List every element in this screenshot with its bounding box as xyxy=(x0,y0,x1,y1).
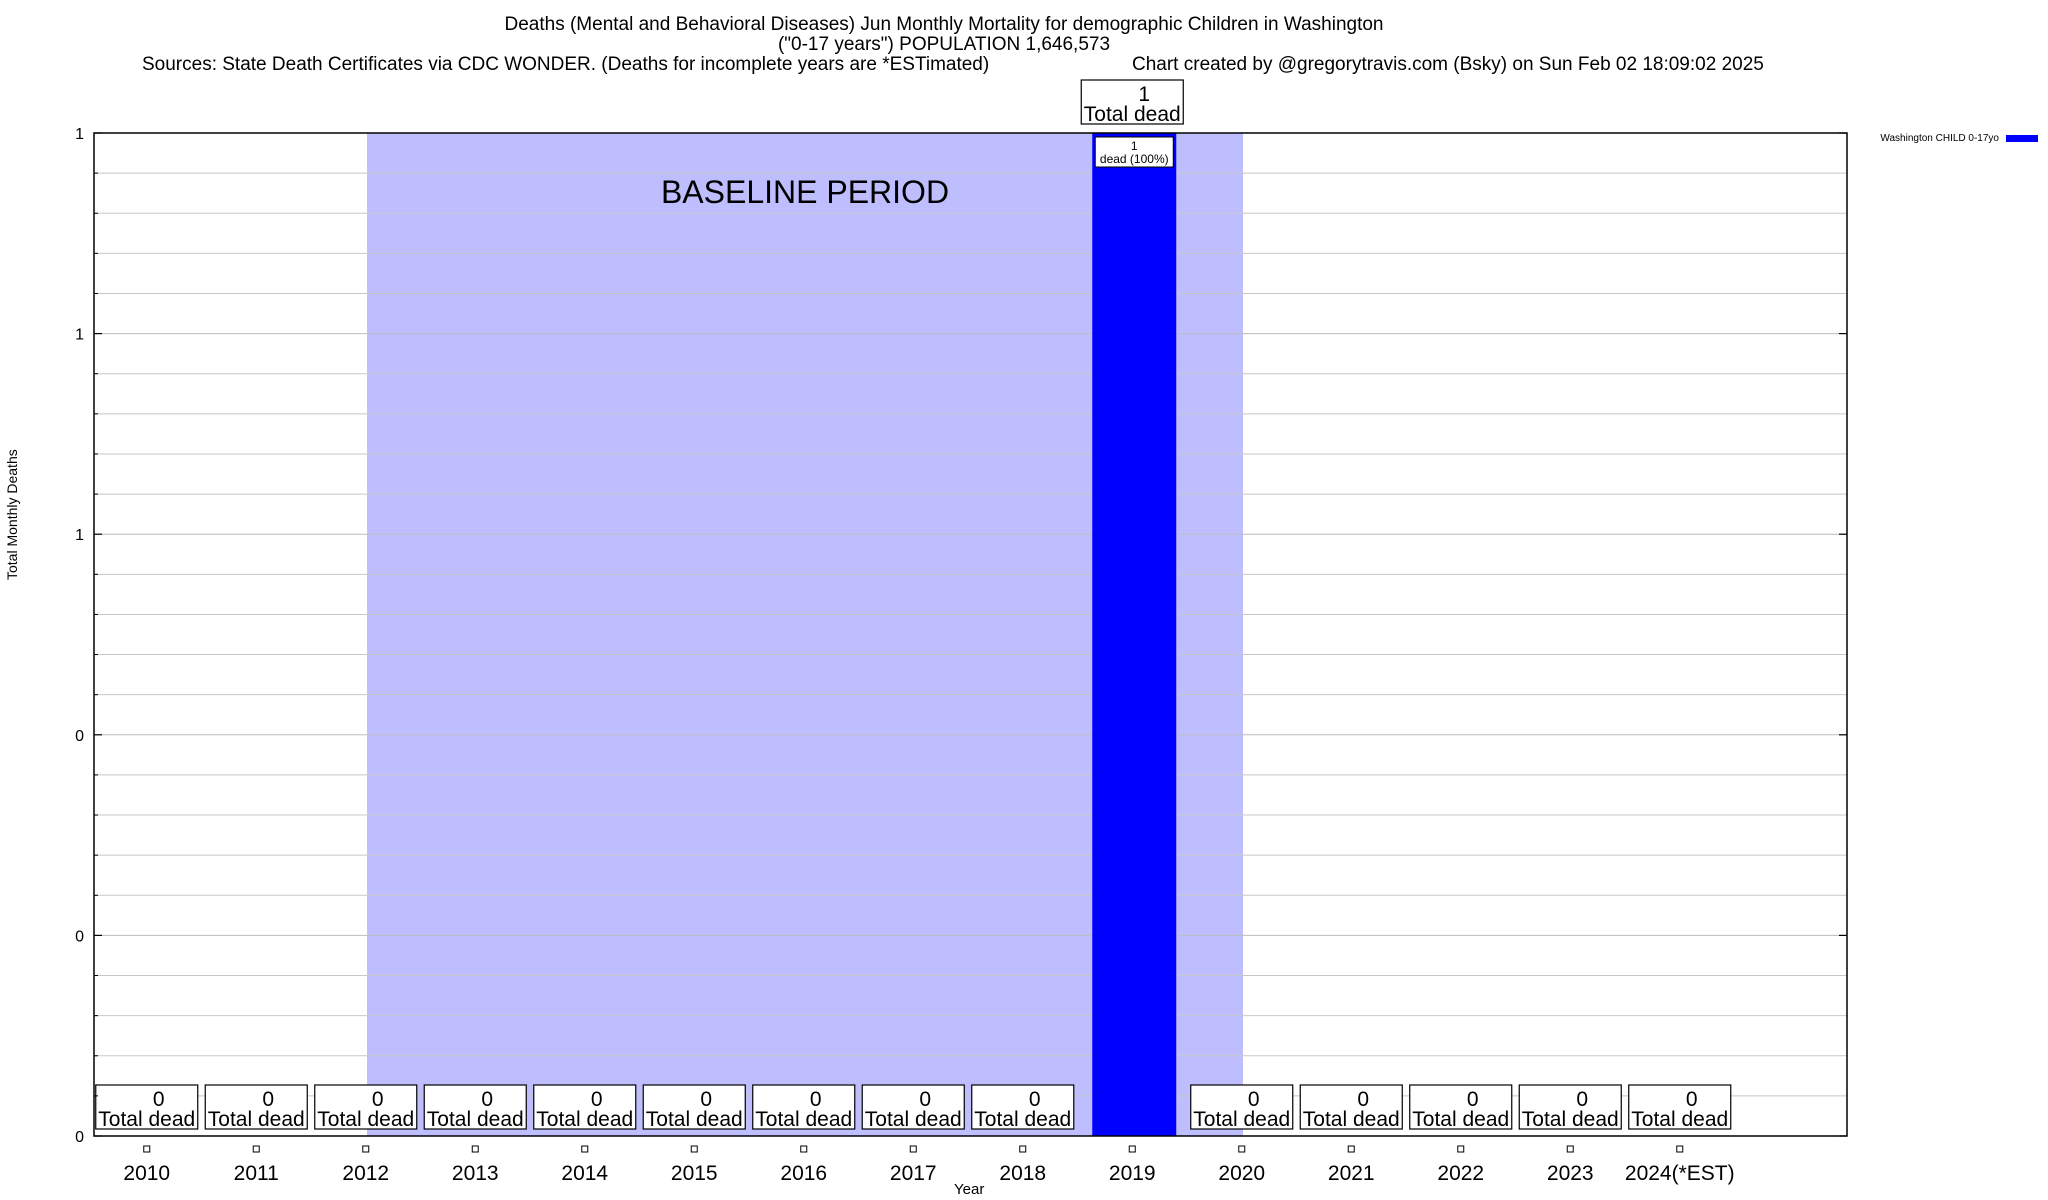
x-tick-label-2016: 2016 xyxy=(780,1162,827,1185)
total-label-text-2012: Total dead xyxy=(317,1108,414,1131)
total-label-count-2013: 0 xyxy=(481,1088,493,1111)
total-label-count-2016: 0 xyxy=(810,1088,822,1111)
total-label-count-2020: 0 xyxy=(1248,1088,1260,1111)
x-tick-label-2020: 2020 xyxy=(1218,1162,1265,1185)
x-marker-2013 xyxy=(471,1145,479,1153)
total-label-text-2020: Total dead xyxy=(1193,1108,1290,1131)
total-label-text-2024(*EST): Total dead xyxy=(1631,1108,1728,1131)
chart-title-line2: ("0-17 years") POPULATION 1,646,573 xyxy=(777,34,1111,55)
total-label-box-2020 xyxy=(1190,1084,1294,1130)
total-label-count-2022: 0 xyxy=(1467,1088,1479,1111)
total-label-text-2016: Total dead xyxy=(755,1108,852,1131)
y-tick-label: 1 xyxy=(75,327,84,344)
y-tick-label: 0 xyxy=(75,728,84,745)
x-marker-2010 xyxy=(143,1145,151,1153)
total-label-count-2014: 0 xyxy=(591,1088,603,1111)
total-label-box-2024(*EST) xyxy=(1628,1084,1732,1130)
y-tick-label: 1 xyxy=(75,126,84,143)
x-marker-2022 xyxy=(1457,1145,1465,1153)
x-marker-2015 xyxy=(690,1145,698,1153)
total-label-box-2017 xyxy=(861,1084,965,1130)
total-label-count-2015: 0 xyxy=(700,1088,712,1111)
x-marker-2019 xyxy=(1128,1145,1136,1153)
total-label-box-2015 xyxy=(642,1084,746,1130)
total-label-count-2021: 0 xyxy=(1357,1088,1369,1111)
x-tick-label-2022: 2022 xyxy=(1437,1162,1484,1185)
y-axis-label: Total Monthly Deaths xyxy=(4,449,20,580)
chart-title-line1: Deaths (Mental and Behavioral Diseases) … xyxy=(504,14,1384,35)
x-tick-label-2018: 2018 xyxy=(999,1162,1046,1185)
total-label-count-2018: 0 xyxy=(1029,1088,1041,1111)
x-marker-2024(*EST) xyxy=(1676,1145,1684,1153)
total-label-box-2016 xyxy=(752,1084,856,1130)
total-label-text-2022: Total dead xyxy=(1412,1108,1509,1131)
x-tick-label-2017: 2017 xyxy=(890,1162,937,1185)
chart-sources: Sources: State Death Certificates via CD… xyxy=(142,54,990,75)
legend-swatch xyxy=(2006,135,2038,142)
x-tick-label-2010: 2010 xyxy=(123,1162,170,1185)
total-label-text-2013: Total dead xyxy=(427,1108,524,1131)
total-label-box-2011 xyxy=(204,1084,308,1130)
total-label-text-2017: Total dead xyxy=(865,1108,962,1131)
x-axis-label: Year xyxy=(954,1181,985,1198)
total-label-text-2023: Total dead xyxy=(1522,1108,1619,1131)
total-label-count-2024(*EST): 0 xyxy=(1686,1088,1698,1111)
x-marker-2012 xyxy=(362,1145,370,1153)
x-marker-2011 xyxy=(252,1145,260,1153)
x-tick-label-2019: 2019 xyxy=(1109,1162,1156,1185)
total-label-text-2019: Total dead xyxy=(1084,103,1181,126)
total-label-text-2010: Total dead xyxy=(98,1108,195,1131)
y-tick-label: 0 xyxy=(75,1129,84,1146)
total-label-box-2021 xyxy=(1299,1084,1403,1130)
total-label-text-2018: Total dead xyxy=(974,1108,1071,1131)
total-label-count-2017: 0 xyxy=(919,1088,931,1111)
y-tick-label: 0 xyxy=(75,928,84,945)
y-tick-label: 1 xyxy=(75,527,84,544)
bar-label-box xyxy=(1094,136,1174,168)
x-marker-2014 xyxy=(581,1145,589,1153)
total-label-count-2023: 0 xyxy=(1576,1088,1588,1111)
total-label-text-2011: Total dead xyxy=(208,1108,305,1131)
total-label-count-2012: 0 xyxy=(372,1088,384,1111)
bar-2019 xyxy=(1092,133,1177,1136)
total-label-count-2019: 1 xyxy=(1138,83,1150,106)
x-marker-2020 xyxy=(1238,1145,1246,1153)
x-marker-2021 xyxy=(1347,1145,1355,1153)
plot-frame xyxy=(93,132,1848,1137)
bar-label-percent: dead (100%) xyxy=(1100,152,1169,166)
total-label-box-2014 xyxy=(533,1084,637,1130)
total-label-box-2023 xyxy=(1518,1084,1622,1130)
total-label-box-2018 xyxy=(971,1084,1075,1130)
x-tick-label-2023: 2023 xyxy=(1547,1162,1594,1185)
x-marker-2018 xyxy=(1019,1145,1027,1153)
x-tick-label-2013: 2013 xyxy=(452,1162,499,1185)
total-label-text-2015: Total dead xyxy=(646,1108,743,1131)
total-label-box-2019 xyxy=(1080,79,1184,125)
x-tick-label-2011: 2011 xyxy=(234,1162,279,1185)
total-label-box-2013 xyxy=(423,1084,527,1130)
total-label-box-2012 xyxy=(314,1084,418,1130)
total-label-box-2010 xyxy=(95,1084,199,1130)
total-label-count-2010: 0 xyxy=(153,1088,165,1111)
x-marker-2016 xyxy=(800,1145,808,1153)
total-label-text-2021: Total dead xyxy=(1303,1108,1400,1131)
bar-label-count: 1 xyxy=(1131,139,1138,153)
x-tick-label-2015: 2015 xyxy=(671,1162,718,1185)
total-label-box-2022 xyxy=(1409,1084,1513,1130)
x-tick-label-2014: 2014 xyxy=(561,1162,608,1185)
baseline-label: BASELINE PERIOD xyxy=(661,174,949,210)
legend-label: Washington CHILD 0-17yo xyxy=(1880,133,1999,144)
x-tick-label-2024(*EST): 2024(*EST) xyxy=(1625,1162,1735,1185)
x-tick-label-2012: 2012 xyxy=(342,1162,389,1185)
total-label-count-2011: 0 xyxy=(262,1088,274,1111)
x-tick-label-2021: 2021 xyxy=(1328,1162,1375,1185)
total-label-text-2014: Total dead xyxy=(536,1108,633,1131)
chart-credit: Chart created by @gregorytravis.com (Bsk… xyxy=(1132,54,1764,75)
x-marker-2023 xyxy=(1566,1145,1574,1153)
x-marker-2017 xyxy=(909,1145,917,1153)
